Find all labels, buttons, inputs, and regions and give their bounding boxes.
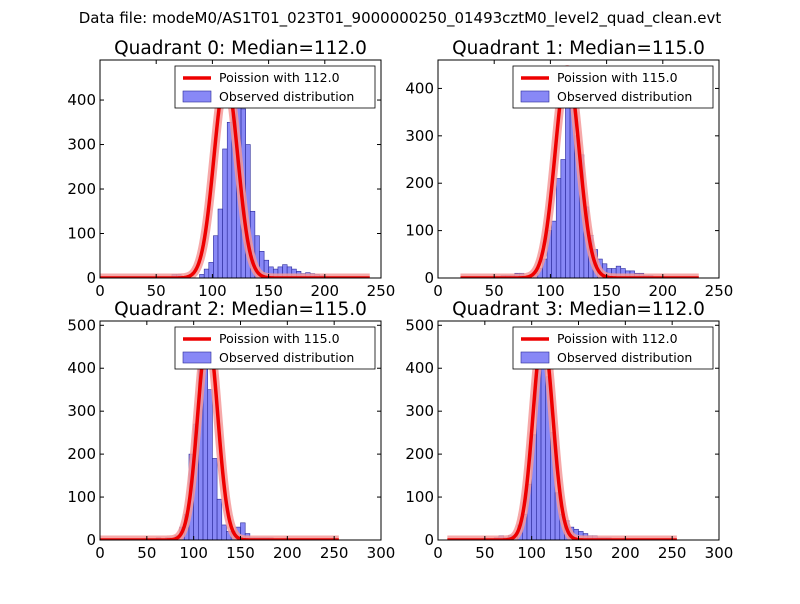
- y-tick-label: 300: [67, 136, 96, 154]
- histogram-bar: [555, 178, 562, 278]
- x-tick-label: 50: [475, 544, 494, 562]
- poisson-curve: [100, 332, 340, 540]
- plot-frame: [99, 59, 382, 279]
- subplot-title: Quadrant 1: Median=115.0: [452, 38, 705, 59]
- subplot-title: Quadrant 2: Median=115.0: [114, 299, 367, 320]
- legend-curve-label: Poission with 112.0: [219, 70, 340, 85]
- subplot-quadrant-0: 0 50 100 150 200 250 0 100 200 300 400 Quadrant 0: …: [67, 38, 395, 300]
- x-tick-label: 0: [433, 544, 443, 562]
- subplot-quadrant-2: 0 50 100 150 200 250 300 0 100 200 300 400 500 Quadra…: [67, 299, 395, 562]
- y-tick-label: 0: [86, 269, 96, 287]
- subplot-title: Quadrant 0: Median=112.0: [114, 38, 367, 59]
- x-tick-label: 150: [226, 544, 255, 562]
- x-tick-label: 300: [367, 544, 396, 562]
- plot-content: [457, 64, 703, 278]
- poisson-curve: [459, 67, 700, 278]
- figure-suptitle: Data file: modeM0/AS1T01_023T01_90000002…: [78, 9, 722, 27]
- histogram-bar: [212, 458, 218, 540]
- y-tick-label: 200: [67, 180, 96, 198]
- legend-curve-label: Poission with 112.0: [557, 331, 678, 346]
- histogram-bar: [221, 524, 227, 540]
- x-tick-label: 150: [592, 282, 621, 300]
- histogram-bar: [560, 159, 566, 278]
- plot-content: [100, 329, 343, 540]
- legend: Poission with 112.0 Observed distribution: [512, 326, 714, 370]
- x-tick-label: 200: [310, 282, 339, 300]
- x-tick-label: 250: [367, 282, 396, 300]
- x-tick-label: 0: [95, 544, 105, 562]
- x-tick-label: 50: [485, 282, 504, 300]
- x-tick-label: 250: [658, 544, 687, 562]
- x-tick-label: 150: [254, 282, 283, 300]
- y-tick-label: 100: [67, 488, 96, 506]
- x-tick-label: 100: [517, 544, 546, 562]
- legend-bars-swatch: [520, 90, 550, 103]
- x-tick-label: 100: [179, 544, 208, 562]
- y-tick-label: 100: [405, 488, 434, 506]
- legend-bars-label: Observed distribution: [219, 350, 354, 365]
- y-tick-label: 500: [67, 316, 96, 334]
- y-tick-label: 300: [405, 127, 434, 145]
- legend-bars-label: Observed distribution: [557, 89, 692, 104]
- subplot-quadrant-1: 0 50 100 150 200 250 0 100 200 300 400 Quadrant 1: …: [405, 38, 733, 300]
- x-tick-label: 100: [536, 282, 565, 300]
- y-tick-label: 400: [405, 79, 434, 97]
- legend-curve-label: Poission with 115.0: [219, 331, 340, 346]
- legend-bars-label: Observed distribution: [557, 350, 692, 365]
- legend: Poission with 115.0 Observed distribution: [174, 326, 376, 370]
- y-tick-label: 0: [424, 269, 434, 287]
- y-tick-label: 100: [67, 225, 96, 243]
- histogram-bar: [199, 274, 205, 278]
- legend-curve-label: Poission with 115.0: [557, 70, 678, 85]
- x-tick-label: 250: [705, 282, 734, 300]
- y-tick-label: 300: [67, 402, 96, 420]
- plot-frame: [437, 59, 720, 279]
- histogram-bar: [203, 268, 210, 278]
- y-tick-label: 200: [67, 445, 96, 463]
- legend-bars-swatch: [520, 351, 550, 364]
- y-tick-label: 0: [424, 531, 434, 549]
- x-tick-label: 300: [705, 544, 734, 562]
- y-tick-label: 500: [405, 316, 434, 334]
- histogram-bar: [213, 235, 219, 278]
- histogram-bar: [207, 389, 213, 540]
- legend-bars-swatch: [182, 351, 212, 364]
- x-tick-label: 200: [273, 544, 302, 562]
- x-tick-label: 200: [648, 282, 677, 300]
- subplot-quadrant-3: 0 50 100 150 200 250 300 0 100 200 300 400 500 Quadra…: [405, 299, 733, 562]
- histogram-bar: [217, 208, 223, 278]
- legend: Poission with 112.0 Observed distribution: [174, 65, 376, 109]
- x-tick-label: 200: [611, 544, 640, 562]
- x-tick-label: 100: [198, 282, 227, 300]
- y-tick-label: 0: [86, 531, 96, 549]
- legend-bars-label: Observed distribution: [219, 89, 354, 104]
- histogram-bar: [551, 220, 557, 278]
- y-tick-label: 200: [405, 445, 434, 463]
- x-tick-label: 0: [433, 282, 443, 300]
- legend: Poission with 115.0 Observed distribution: [512, 65, 714, 109]
- y-tick-label: 400: [405, 359, 434, 377]
- poisson-curve: [446, 332, 678, 540]
- histogram-bar: [216, 498, 223, 540]
- x-tick-label: 150: [564, 544, 593, 562]
- subplot-title: Quadrant 3: Median=112.0: [452, 299, 705, 320]
- histogram-bar: [222, 148, 228, 278]
- histogram-bar: [226, 121, 233, 278]
- poisson-curve: [100, 76, 371, 278]
- legend-bars-swatch: [182, 90, 212, 103]
- x-tick-label: 50: [147, 282, 166, 300]
- x-tick-label: 0: [95, 282, 105, 300]
- y-tick-label: 100: [405, 222, 434, 240]
- x-tick-label: 50: [137, 544, 156, 562]
- y-tick-label: 200: [405, 174, 434, 192]
- y-tick-label: 400: [67, 359, 96, 377]
- x-tick-label: 250: [320, 544, 349, 562]
- histogram-bar: [240, 522, 246, 540]
- plot-content: [100, 73, 374, 278]
- y-tick-label: 300: [405, 402, 434, 420]
- y-tick-label: 400: [67, 91, 96, 109]
